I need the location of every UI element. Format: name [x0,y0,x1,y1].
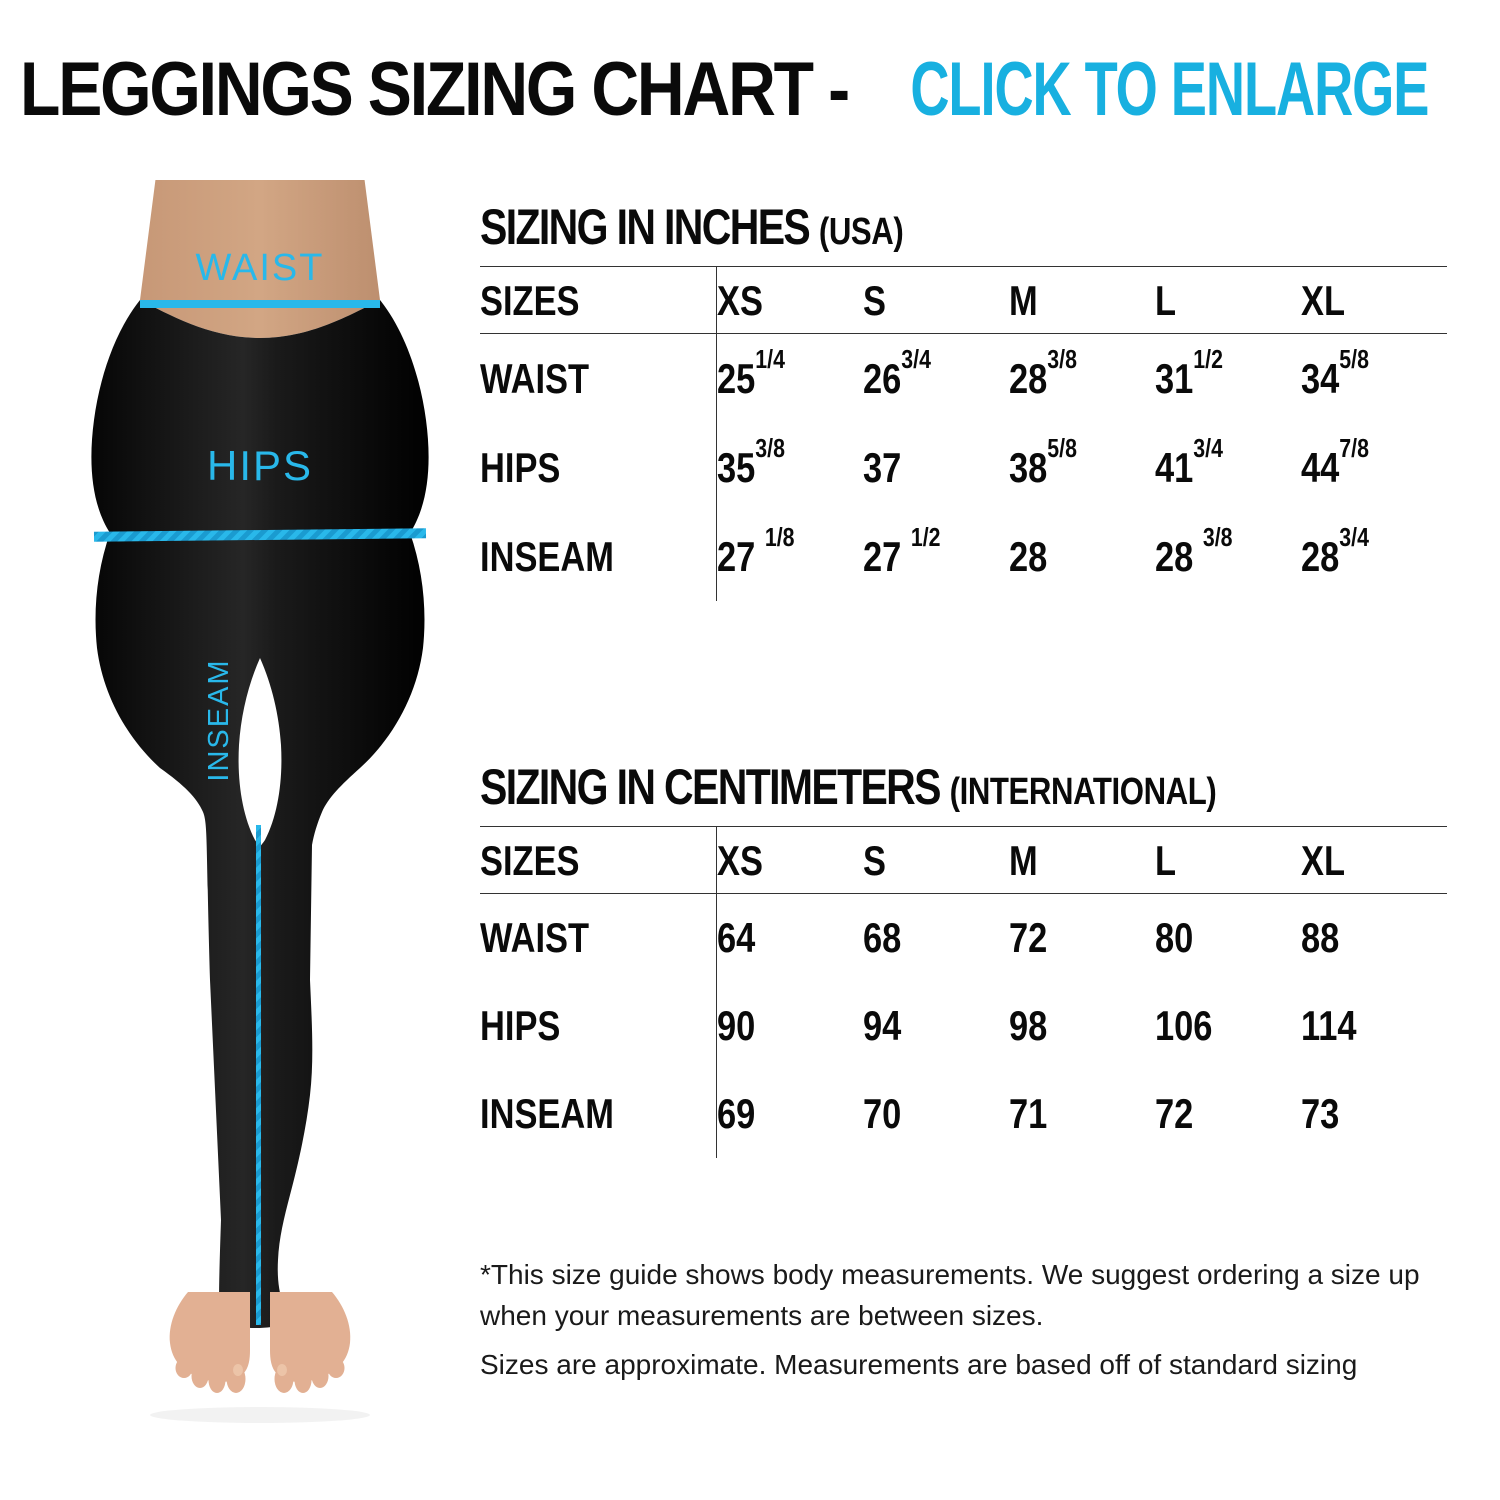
svg-text:INSEAM: INSEAM [203,658,235,781]
svg-text:HIPS: HIPS [207,442,313,489]
svg-text:WAIST: WAIST [196,247,325,289]
